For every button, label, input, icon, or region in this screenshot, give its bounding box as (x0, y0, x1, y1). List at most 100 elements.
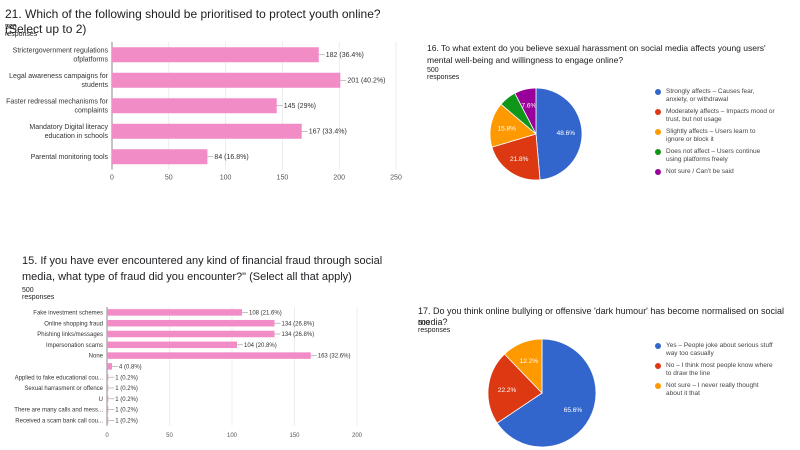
x-tick-label: 0 (105, 433, 109, 439)
category-label: Impersonation scams (46, 343, 103, 349)
bar (107, 395, 109, 403)
legend-label: Yes – People joke about serious stuff wa… (666, 342, 773, 357)
category-label-line: None (89, 354, 104, 360)
q17-responses: 500 responses (418, 320, 451, 334)
category-label-line: Sexual harrasment or offence (24, 386, 103, 392)
value-label: 84 (16.8%) (214, 154, 248, 161)
value-label: 145 (29%) (284, 103, 316, 110)
q15-title: 15. If you have ever encountered any kin… (22, 255, 383, 283)
bar (112, 72, 341, 88)
category-label-line: Fake investment schemes (33, 311, 103, 317)
category-label-line: Online shopping fraud (44, 321, 103, 327)
x-tick-label: 150 (277, 175, 289, 182)
pie-slice (491, 133, 541, 181)
q21-title: 21. Which of the following should be pri… (5, 7, 381, 36)
value-label: 134 (26.8%) (282, 332, 315, 338)
value-label: 1 (0.2%) (115, 408, 138, 414)
q17-title: 17. Do you think online bullying or offe… (418, 306, 784, 327)
q16-legend: Strongly affects – Causes fear, anxiety,… (655, 88, 775, 180)
category-label-line: Faster redressal mechanisms for (6, 99, 109, 106)
legend-swatch (655, 89, 661, 95)
value-label: 182 (36.4%) (326, 52, 364, 59)
legend-item: Strongly affects – Causes fear, anxiety,… (655, 88, 775, 104)
x-tick-label: 50 (166, 433, 173, 439)
pie-slice (489, 103, 537, 148)
category-label-line: Impersonation scams (46, 343, 103, 349)
q15-bar-chart: 0 50 100 150 200 Fake investment schemes 108 (… (14, 307, 363, 439)
slice-label: 21.8% (510, 156, 529, 163)
q17-pie-chart: 65.6% 22.2% 12.2% (487, 338, 597, 448)
pie-slice (487, 353, 543, 424)
legend-swatch (655, 109, 661, 115)
legend-item: No – I think most people know where to d… (655, 362, 775, 378)
x-tick-label: 50 (165, 175, 173, 182)
category-label-line: complaints (75, 108, 109, 115)
category-label-line: ofplatforms (73, 57, 108, 64)
bar (107, 309, 242, 316)
category-label: Sexual harrasment or offence (24, 386, 103, 392)
bar (107, 406, 109, 413)
category-label-line: Parental monitoring tools (31, 154, 109, 161)
value-label: 201 (40.2%) (347, 78, 385, 85)
legend-label: No – I think most people know where to d… (666, 362, 773, 377)
x-tick-label: 150 (289, 433, 300, 439)
category-label-line: students (82, 82, 109, 89)
q21-responses: 500 responses (5, 24, 38, 38)
category-label-line: Strictergovernment regulations (13, 48, 109, 55)
legend-item: Moderately affects – Impacts mood or tru… (655, 108, 775, 124)
slice-label: 48.6% (557, 130, 576, 137)
bar (112, 123, 302, 139)
category-label-line: Received a scam bank call cou... (15, 419, 103, 425)
legend-label: Strongly affects – Causes fear, anxiety,… (666, 88, 755, 103)
bar (112, 47, 319, 63)
category-label: Fake investment schemes (33, 311, 103, 317)
q16-title: 16. To what extent do you believe sexual… (427, 43, 766, 65)
category-label: Applied to fake educational cou... (15, 375, 104, 381)
category-label-line: Phishing links/messages (37, 332, 103, 338)
q15-responses: 500 responses (22, 287, 55, 301)
x-tick-label: 100 (220, 175, 232, 182)
value-label: 1 (0.2%) (115, 375, 138, 381)
pie-slice (496, 338, 597, 448)
slice-label: 65.6% (564, 407, 583, 414)
bar (107, 384, 109, 392)
bar (107, 363, 112, 370)
bar (112, 98, 277, 114)
pie-slice (503, 338, 543, 394)
slice-label: 12.2% (520, 358, 539, 365)
legend-item: Slightly affects – Users learn to ignore… (655, 128, 775, 144)
value-label: 1 (0.2%) (115, 397, 138, 403)
slice-label: 7.6% (522, 102, 537, 109)
legend-swatch (655, 149, 661, 155)
slice-label: 15.8% (498, 125, 517, 132)
bar (107, 373, 109, 381)
bar (107, 417, 109, 424)
legend-label: Not sure – I never really thought about … (666, 382, 759, 397)
legend-item: Not sure / Can't be said (655, 168, 775, 176)
q16-pie-chart: 48.6% 21.8% 15.8% 7.6% (489, 87, 583, 181)
value-label: 134 (26.8%) (282, 321, 315, 327)
slice-label: 22.2% (498, 387, 517, 394)
category-label: There are many calls and mess... (14, 408, 103, 414)
value-label: 167 (33.4%) (309, 129, 347, 136)
value-label: 163 (32.6%) (318, 354, 351, 360)
pie-slice (514, 87, 537, 135)
x-tick-label: 200 (352, 433, 363, 439)
category-label-line: U (99, 397, 103, 403)
category-label: Received a scam bank call cou... (15, 419, 103, 425)
legend-swatch (655, 169, 661, 175)
q16-responses: 500 responses (427, 67, 460, 81)
legend-label: Moderately affects – Impacts mood or tru… (666, 108, 775, 123)
bar (107, 352, 311, 359)
category-label: None (89, 354, 104, 360)
category-label: U (99, 397, 103, 403)
legend-item: Not sure – I never really thought about … (655, 382, 775, 398)
x-tick-label: 250 (390, 175, 402, 182)
legend-label: Slightly affects – Users learn to ignore… (666, 128, 756, 143)
value-label: 1 (0.2%) (115, 386, 138, 392)
category-label: Faster redressal mechanisms for complaint… (6, 99, 109, 115)
x-tick-label: 200 (333, 175, 345, 182)
category-label-line: Applied to fake educational cou... (15, 375, 104, 381)
q17-legend: Yes – People joke about serious stuff wa… (655, 342, 775, 402)
legend-swatch (655, 363, 661, 369)
